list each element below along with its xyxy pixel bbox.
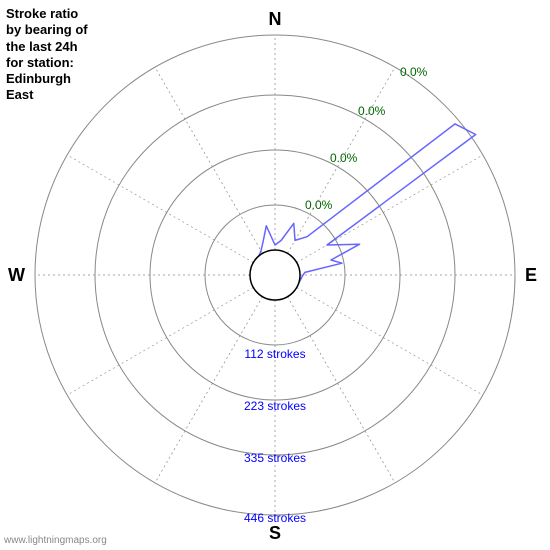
polar-chart: N S E W 0.0% 0.0% 0.0% 0.0% 112 strokes 223 strok… — [0, 0, 550, 550]
stroke-count-label: 112 strokes — [244, 347, 305, 361]
ratio-label: 0.0% — [305, 198, 333, 212]
spoke — [297, 288, 483, 396]
cardinal-n: N — [269, 9, 282, 29]
ratio-label: 0.0% — [330, 151, 358, 165]
ratio-label: 0.0% — [358, 104, 386, 118]
cardinal-w: W — [8, 265, 25, 285]
cardinal-s: S — [269, 523, 281, 543]
spoke — [67, 288, 253, 396]
center-ring — [250, 250, 300, 300]
ratio-label: 0.0% — [400, 65, 428, 79]
stroke-count-label: 446 strokes — [244, 511, 306, 525]
spoke — [67, 155, 253, 263]
spoke — [155, 67, 263, 253]
cardinal-e: E — [525, 265, 537, 285]
stroke-count-label: 223 strokes — [244, 399, 306, 413]
stroke-count-label: 335 strokes — [244, 451, 306, 465]
